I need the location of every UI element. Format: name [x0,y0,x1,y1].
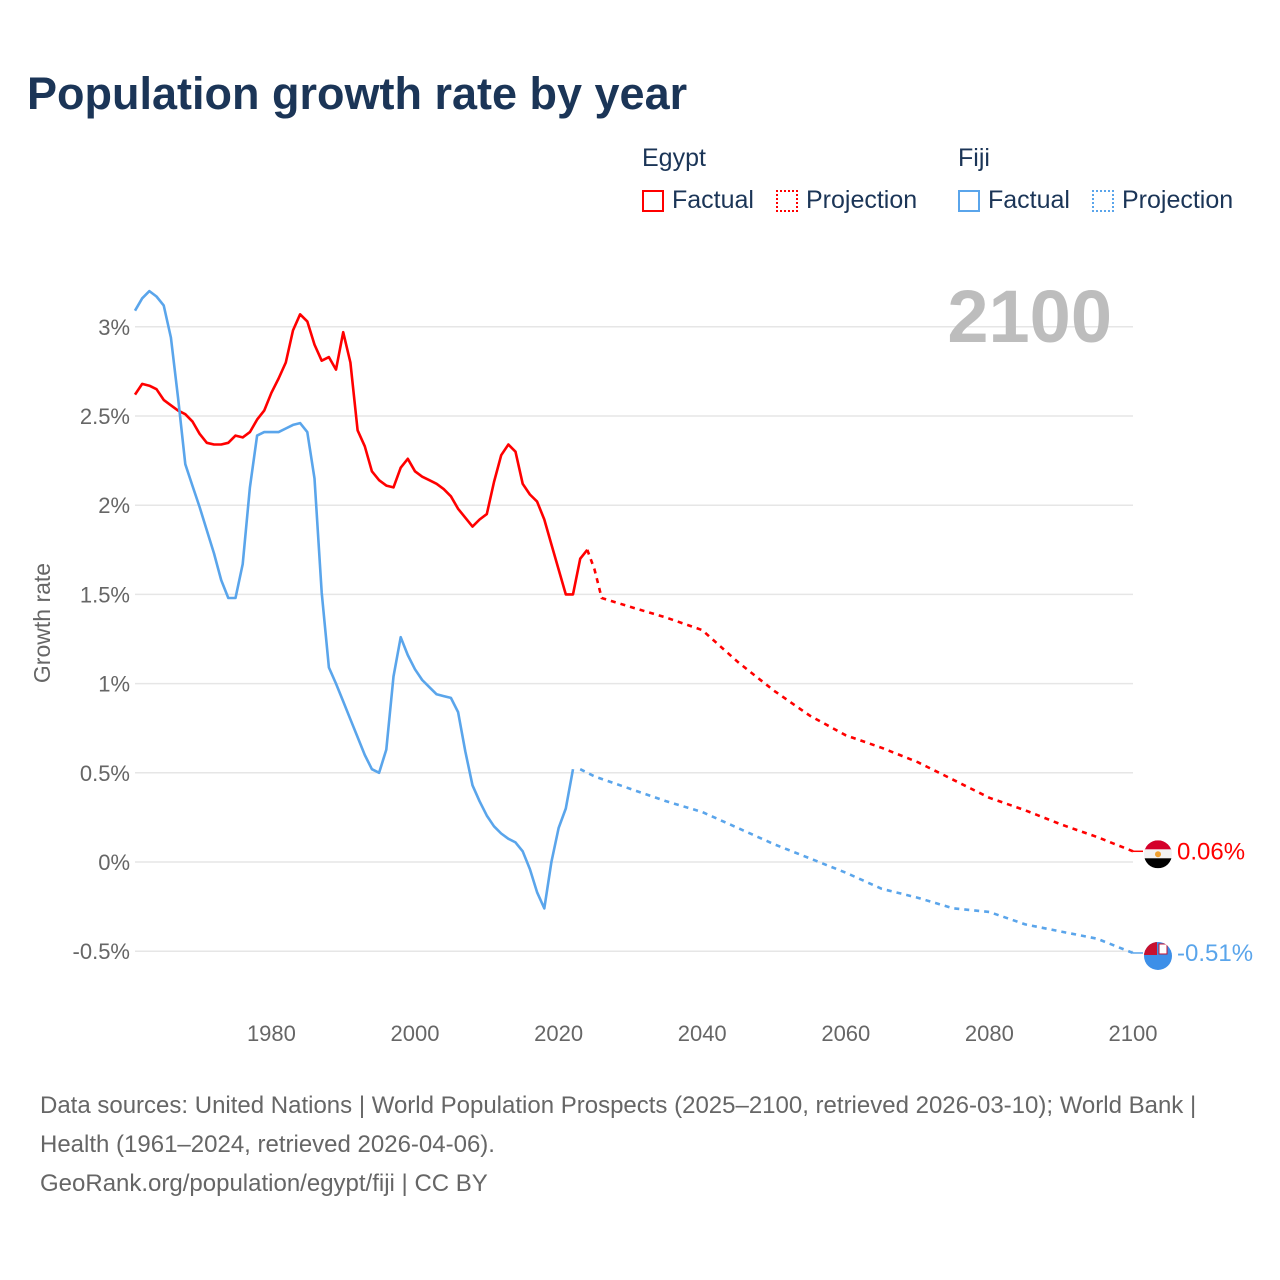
y-tick-label: 1.5% [80,582,130,607]
y-tick-label: -0.5% [73,939,130,964]
legend-swatch-dotted-icon [1092,189,1114,212]
chart-title: Population growth rate by year [27,68,688,119]
fiji-factual-line [133,289,575,910]
end-value-label: -0.51% [1177,940,1253,967]
x-tick-label: 1980 [247,1021,296,1046]
egypt-flag-icon [1144,840,1172,869]
legend-label: Projection [806,186,918,214]
fiji-flag-icon [1144,941,1172,970]
y-tick-label: 2.5% [80,404,130,429]
legend-fiji-heading: Fiji [958,144,990,172]
x-tick-label: 2080 [965,1021,1014,1046]
legend-egypt-projection[interactable]: Projection [776,186,917,215]
y-tick-label: 2% [98,493,130,518]
legend-label: Projection [1122,186,1234,214]
y-tick-label: 0.5% [80,761,130,786]
egypt-projection-line [586,549,1134,853]
data-sources: Data sources: United Nations | World Pop… [40,1092,1197,1158]
line-chart: -0.5% 0% 0.5% 1% 1.5% 2% 2.5% 3% 1980 2000 2020 20… [29,275,1253,1046]
y-tick-label: 3% [98,315,130,340]
x-tick-label: 2020 [534,1021,583,1046]
end-value-label: 0.06% [1177,838,1245,865]
y-tick-label: 0% [98,850,130,875]
fiji-projection-line [579,768,1134,955]
legend-label: Factual [988,186,1070,214]
y-axis-label: Growth rate [29,563,55,683]
legend-swatch-solid-icon [958,189,980,212]
y-tick-label: 1% [98,672,130,697]
legend-fiji-projection[interactable]: Projection [1092,186,1233,215]
credit-link[interactable]: GeoRank.org/population/egypt/fiji | CC B… [40,1170,488,1197]
legend-swatch-dotted-icon [776,189,798,212]
legend-label: Factual [672,186,754,214]
x-tick-label: 2100 [1109,1021,1158,1046]
legend-egypt-factual[interactable]: Factual [642,186,754,215]
x-tick-label: 2040 [678,1021,727,1046]
year-label: 2100 [947,275,1112,358]
legend-fiji-factual[interactable]: Factual [958,186,1070,215]
x-tick-label: 2000 [391,1021,440,1046]
egypt-factual-line [133,312,589,596]
legend-swatch-solid-icon [642,189,664,212]
x-tick-label: 2060 [821,1021,870,1046]
legend-egypt-heading: Egypt [642,144,706,172]
